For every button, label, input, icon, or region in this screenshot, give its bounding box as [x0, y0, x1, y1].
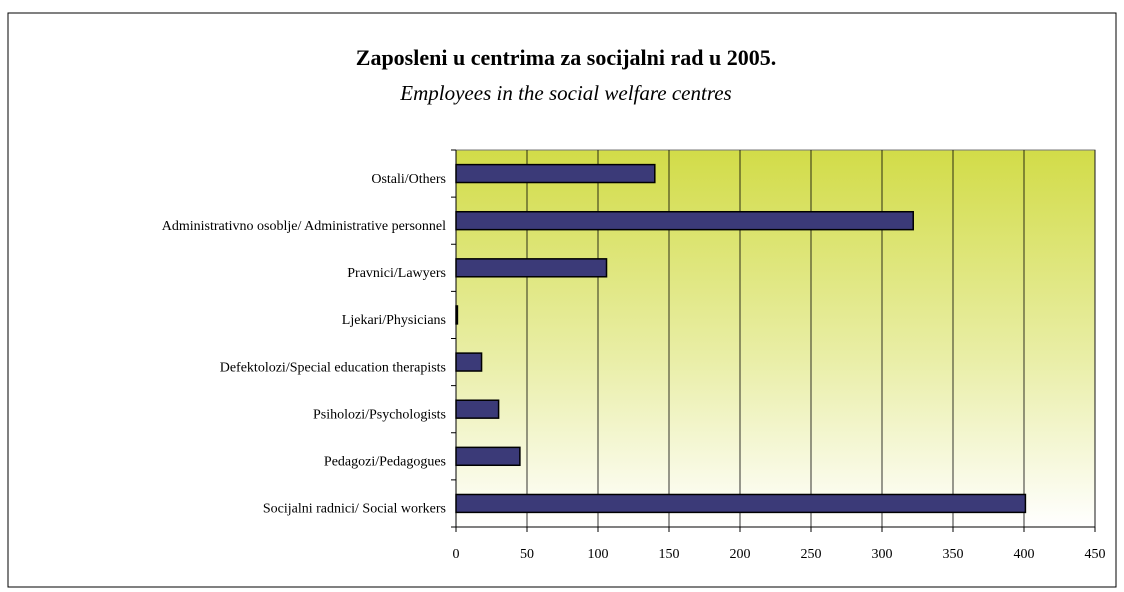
y-tick-label: Psiholozi/Psychologists	[313, 407, 446, 422]
chart-title: Zaposleni u centrima za socijalni rad u …	[356, 45, 776, 70]
bar	[455, 210, 914, 231]
x-tick-label: 100	[588, 547, 609, 562]
y-tick-label: Ostali/Others	[371, 172, 446, 187]
y-tick-label: Pedagozi/Pedagogues	[324, 455, 446, 470]
x-tick-label: 50	[520, 547, 534, 562]
x-tick-label: 300	[872, 547, 893, 562]
bar	[455, 258, 608, 278]
x-tick-label: 400	[1014, 547, 1035, 562]
x-tick-label: 350	[943, 547, 964, 562]
x-tick-label: 0	[453, 547, 460, 562]
x-tick-label: 450	[1085, 547, 1106, 562]
bar	[455, 399, 500, 419]
y-tick-label: Administrativno osoblje/ Administrative …	[162, 219, 446, 234]
y-tick-label: Defektolozi/Special education therapists	[220, 360, 446, 375]
bar	[455, 352, 483, 372]
chart-subtitle: Employees in the social welfare centres	[399, 81, 731, 105]
bar	[455, 305, 459, 325]
bar	[455, 446, 521, 467]
y-tick-label: Ljekari/Physicians	[342, 313, 446, 328]
bar	[455, 163, 656, 184]
bar	[455, 493, 1027, 514]
x-tick-label: 200	[730, 547, 751, 562]
y-tick-label: Socijalni radnici/ Social workers	[263, 502, 446, 517]
x-tick-label: 250	[801, 547, 822, 562]
plot-area	[455, 149, 1096, 528]
y-tick-label: Pravnici/Lawyers	[347, 266, 446, 281]
x-tick-label: 150	[659, 547, 680, 562]
